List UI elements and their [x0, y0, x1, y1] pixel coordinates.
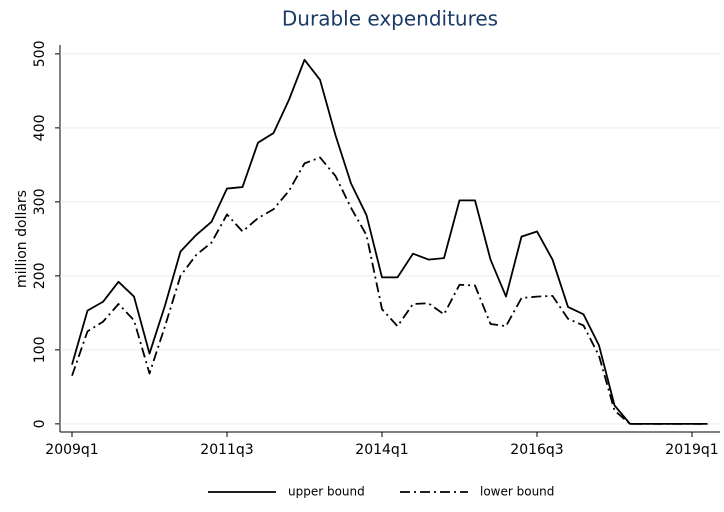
chart-title: Durable expenditures — [282, 7, 498, 31]
y-tick-label: 500 — [32, 41, 48, 68]
x-tick-label: 2014q1 — [355, 442, 408, 458]
legend-label: upper bound — [288, 485, 365, 499]
y-tick-label: 400 — [32, 115, 48, 142]
y-tick-label: 300 — [32, 189, 48, 216]
x-tick-label: 2019q1 — [665, 442, 718, 458]
y-axis-label: million dollars — [14, 190, 30, 288]
y-tick-label: 0 — [32, 419, 48, 428]
legend-label: lower bound — [480, 485, 554, 499]
series-line — [71, 58, 708, 425]
y-tick-label: 200 — [32, 263, 48, 290]
x-tick-label: 2009q1 — [45, 442, 98, 458]
series-line — [71, 156, 708, 425]
x-tick-label: 2016q3 — [510, 442, 563, 458]
x-tick-label: 2011q3 — [200, 442, 253, 458]
y-tick-label: 100 — [32, 336, 48, 363]
